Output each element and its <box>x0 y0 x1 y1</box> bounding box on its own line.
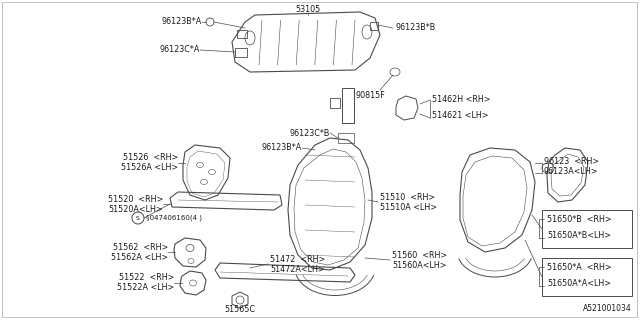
Text: 96123B*A: 96123B*A <box>262 143 302 153</box>
Text: 96123  <RH>: 96123 <RH> <box>544 157 599 166</box>
Text: 96123B*A: 96123B*A <box>162 18 202 27</box>
Text: 90815F: 90815F <box>355 91 385 100</box>
Text: 96123A<LH>: 96123A<LH> <box>544 167 598 177</box>
Bar <box>542 210 632 248</box>
Text: 96123B*B: 96123B*B <box>395 23 435 33</box>
Text: 51510A <LH>: 51510A <LH> <box>380 203 437 212</box>
Text: §047406160(4 ): §047406160(4 ) <box>146 215 202 221</box>
Text: 53105: 53105 <box>296 5 321 14</box>
Text: 51520  <RH>: 51520 <RH> <box>108 196 163 204</box>
Text: 51526A <LH>: 51526A <LH> <box>121 164 178 172</box>
Text: 51472A<LH>: 51472A<LH> <box>270 266 324 275</box>
Text: 51650*B  <RH>: 51650*B <RH> <box>547 215 612 225</box>
Text: 51462H <RH>: 51462H <RH> <box>432 95 490 105</box>
Text: 96123C*B: 96123C*B <box>290 129 330 138</box>
Text: 51520A<LH>: 51520A<LH> <box>108 205 163 214</box>
Bar <box>330 98 340 108</box>
Bar <box>370 22 378 30</box>
Bar <box>342 88 354 123</box>
Text: 51522  <RH>: 51522 <RH> <box>118 274 174 283</box>
Text: 51565C: 51565C <box>225 306 255 315</box>
Text: 51472  <RH>: 51472 <RH> <box>270 254 325 263</box>
Text: S: S <box>136 215 140 220</box>
Text: 51650A*B<LH>: 51650A*B<LH> <box>547 231 611 241</box>
Bar <box>237 30 247 38</box>
Text: 51562  <RH>: 51562 <RH> <box>113 244 168 252</box>
Text: 51650*A  <RH>: 51650*A <RH> <box>547 263 612 273</box>
Text: 51510  <RH>: 51510 <RH> <box>380 194 435 203</box>
Text: 51562A <LH>: 51562A <LH> <box>111 253 168 262</box>
Text: 51522A <LH>: 51522A <LH> <box>116 284 174 292</box>
Text: 51560A<LH>: 51560A<LH> <box>392 260 447 269</box>
Bar <box>338 133 354 143</box>
Text: 96123C*A: 96123C*A <box>159 45 200 54</box>
Text: 51526  <RH>: 51526 <RH> <box>123 154 178 163</box>
Bar <box>542 258 632 296</box>
Text: A521001034: A521001034 <box>583 304 632 313</box>
Text: 51560  <RH>: 51560 <RH> <box>392 251 447 260</box>
Text: 514621 <LH>: 514621 <LH> <box>432 111 488 121</box>
Bar <box>235 48 247 57</box>
Text: 51650A*A<LH>: 51650A*A<LH> <box>547 279 611 289</box>
